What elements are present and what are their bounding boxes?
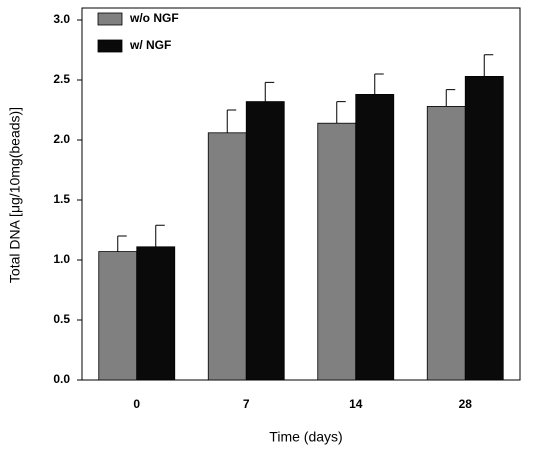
y-tick-label: 1.0 (53, 252, 70, 266)
bar (355, 94, 395, 381)
bar (98, 251, 138, 381)
error-bar (483, 54, 494, 77)
error-bar (117, 235, 127, 252)
bar (207, 132, 247, 381)
bar (136, 246, 176, 381)
y-tick-label: 2.0 (53, 132, 70, 146)
x-tick-label: 14 (349, 397, 363, 411)
legend-swatch (97, 12, 123, 26)
error-bar (264, 81, 275, 102)
bar (245, 101, 285, 381)
error-bar (445, 89, 456, 107)
bar (426, 106, 466, 381)
x-tick-label: 7 (243, 397, 250, 411)
plot-frame (81, 7, 521, 381)
y-tick-label: 1.5 (53, 192, 70, 206)
error-bar (155, 224, 165, 247)
y-tick-label: 3.0 (53, 12, 70, 26)
y-tick-label: 0.0 (53, 372, 70, 386)
y-tick-label: 2.5 (53, 72, 70, 86)
legend-swatch (97, 39, 123, 53)
error-bar (374, 73, 384, 95)
x-tick-label: 0 (133, 397, 140, 411)
x-tick-label: 28 (459, 397, 473, 411)
legend-label: w/o NGF (129, 11, 179, 25)
error-bar (226, 109, 237, 133)
error-bar (336, 101, 346, 124)
y-axis-label: Total DNA [μg/10mg(beads)] (7, 107, 23, 283)
legend-label: w/ NGF (129, 38, 171, 52)
bar (317, 122, 357, 381)
x-axis-label: Time (days) (269, 429, 342, 445)
bar (464, 76, 504, 381)
y-tick-label: 0.5 (53, 312, 70, 326)
